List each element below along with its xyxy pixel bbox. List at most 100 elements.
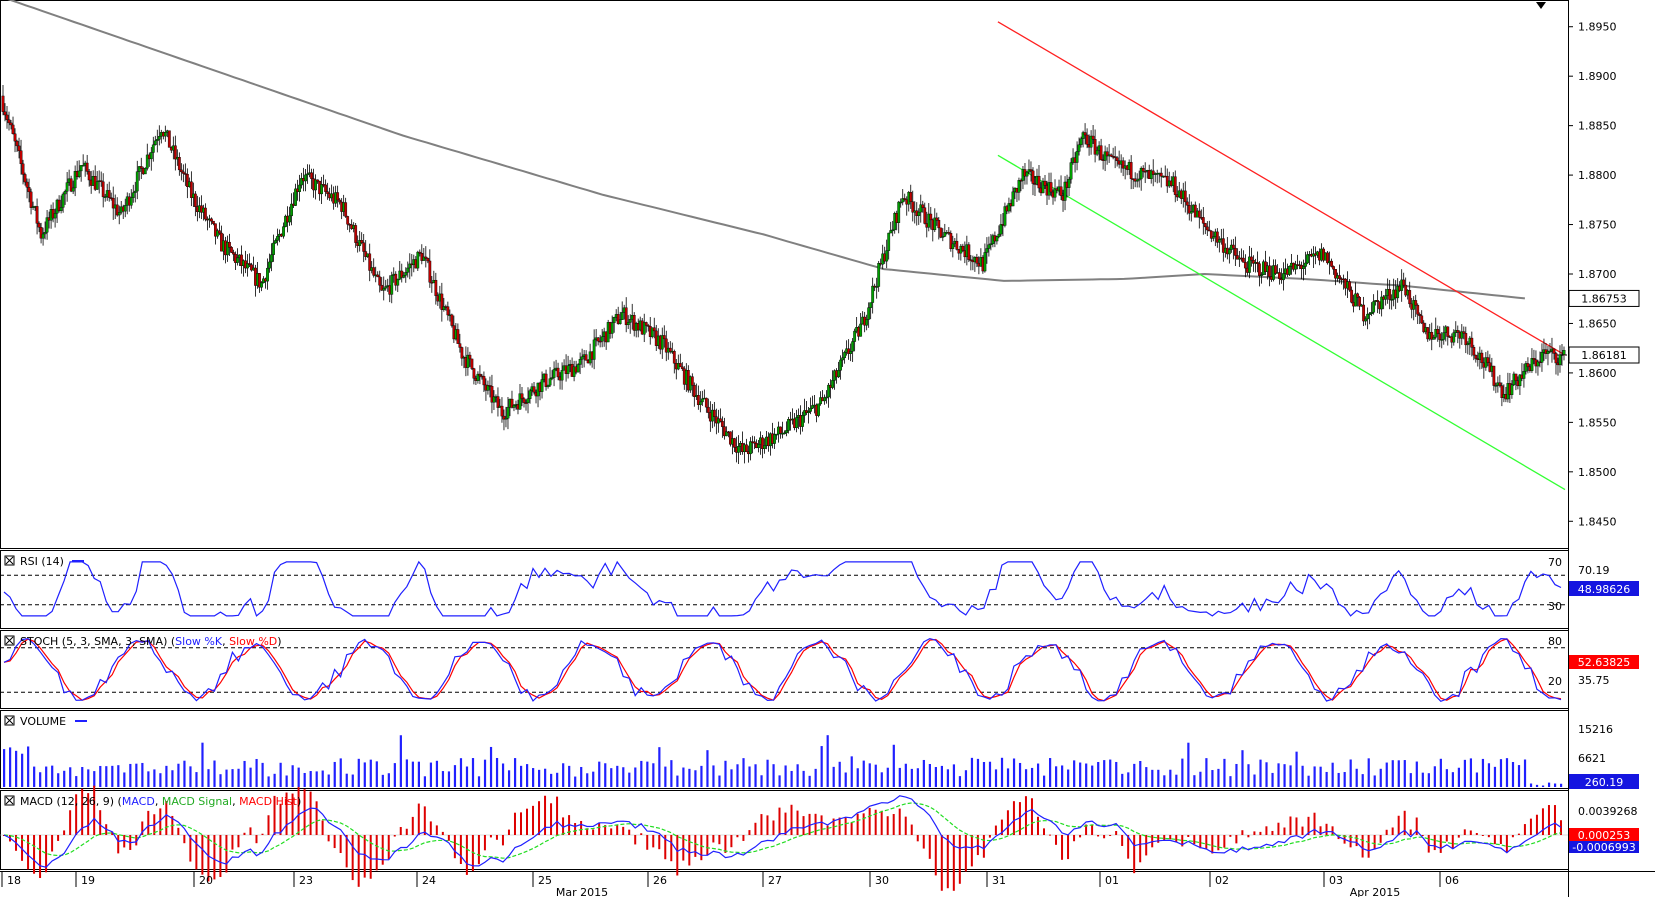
candle xyxy=(1247,245,1251,279)
candle xyxy=(404,267,408,283)
volume-bar xyxy=(1175,774,1178,787)
candle-body xyxy=(1430,332,1434,340)
candle-body xyxy=(612,317,616,324)
candle-body xyxy=(1532,358,1536,361)
volume-bar xyxy=(1517,765,1521,787)
volume-bar xyxy=(796,764,799,787)
macd-hist-bar xyxy=(117,835,120,854)
candle-body xyxy=(628,318,632,323)
candle-body xyxy=(1233,247,1237,256)
macd-hist-bar xyxy=(1253,831,1256,835)
candle-body xyxy=(901,198,905,203)
volume-bar xyxy=(279,762,282,787)
macd-hist-bar xyxy=(339,835,342,854)
ma-value-badge-box xyxy=(1568,289,1640,307)
candle-body xyxy=(1372,301,1376,313)
candle-body xyxy=(185,173,189,187)
macd-hist-bar xyxy=(375,835,378,871)
candle-body xyxy=(1183,190,1187,203)
candle-body xyxy=(644,322,648,326)
volume-bar xyxy=(1259,759,1262,787)
candle xyxy=(137,166,141,181)
macd-hist-bar xyxy=(195,835,198,870)
candle xyxy=(1414,294,1418,317)
volume-bar xyxy=(399,735,402,787)
macd-hist-bar xyxy=(910,824,913,835)
candle xyxy=(616,306,620,325)
macd-hist-bar xyxy=(766,815,769,835)
candle-body xyxy=(316,179,320,182)
macd-hist-bar xyxy=(940,835,943,891)
candle xyxy=(270,243,273,272)
volume-bar xyxy=(856,768,859,787)
candle xyxy=(35,198,39,235)
candle xyxy=(785,421,788,437)
candle xyxy=(1494,382,1498,394)
volume-bar xyxy=(1205,758,1208,787)
volume-bar xyxy=(904,763,907,787)
volume-bar xyxy=(135,763,138,787)
macd-hist-bar xyxy=(1535,814,1538,835)
volume-bar xyxy=(351,774,354,787)
candle xyxy=(1348,279,1351,292)
volume-bar xyxy=(297,767,300,787)
macd-hist-bar xyxy=(634,835,637,845)
candle-body xyxy=(63,191,67,195)
scroll-marker-icon[interactable] xyxy=(1536,2,1546,9)
candle-body xyxy=(1402,279,1406,286)
candle-body xyxy=(1354,293,1357,307)
volume-bar xyxy=(1042,775,1046,787)
macd-hist-bar xyxy=(526,808,529,835)
volume-bar xyxy=(664,766,667,787)
volume-bar xyxy=(676,775,679,787)
macd-hist-bar xyxy=(75,794,78,835)
volume-bar xyxy=(1331,762,1334,787)
candle xyxy=(1518,373,1522,395)
macd-hist-bar xyxy=(970,835,973,867)
candle xyxy=(1029,161,1033,182)
candle-body xyxy=(668,347,672,352)
candle-body xyxy=(556,367,560,378)
macd-hist-bar xyxy=(1367,835,1370,858)
macd-hist-bar xyxy=(574,823,577,835)
candle-body xyxy=(576,364,580,373)
candle-body xyxy=(763,445,766,449)
candle xyxy=(678,353,682,368)
candle-body xyxy=(416,251,420,269)
candle xyxy=(849,343,853,362)
macd-hist-bar xyxy=(1451,835,1454,849)
volume-bar xyxy=(165,765,168,787)
candle-body xyxy=(1470,337,1474,348)
candle xyxy=(1041,177,1045,194)
candle xyxy=(919,194,923,223)
volume-bar xyxy=(802,770,805,787)
volume-bar xyxy=(1024,769,1028,787)
candle xyxy=(753,436,756,450)
candle xyxy=(526,387,530,414)
candle-body xyxy=(9,122,13,126)
candle-body xyxy=(79,165,83,172)
volume-bar xyxy=(69,767,72,787)
candle-body xyxy=(320,184,324,195)
candle-body xyxy=(939,227,943,238)
candle-body xyxy=(680,366,684,369)
volume-bar xyxy=(1036,763,1040,787)
candle xyxy=(610,315,614,339)
candle xyxy=(294,183,297,206)
macd-plot xyxy=(0,785,1568,891)
macd-hist-bar xyxy=(1385,829,1388,835)
candle-body xyxy=(897,201,901,223)
volume-bar xyxy=(592,771,595,787)
volume-bar xyxy=(507,770,511,787)
macd-hist-bar xyxy=(423,806,426,835)
macd-hist-bar xyxy=(267,815,270,835)
macd-hist-bar xyxy=(1445,835,1448,842)
candle-body xyxy=(696,395,700,406)
candle xyxy=(929,206,933,230)
candle-body xyxy=(1085,134,1089,145)
macd-hist-bar xyxy=(916,835,919,842)
candle-body xyxy=(23,174,27,183)
volume-bar xyxy=(21,753,24,787)
candle-body xyxy=(358,240,362,246)
candle-body xyxy=(961,245,965,251)
